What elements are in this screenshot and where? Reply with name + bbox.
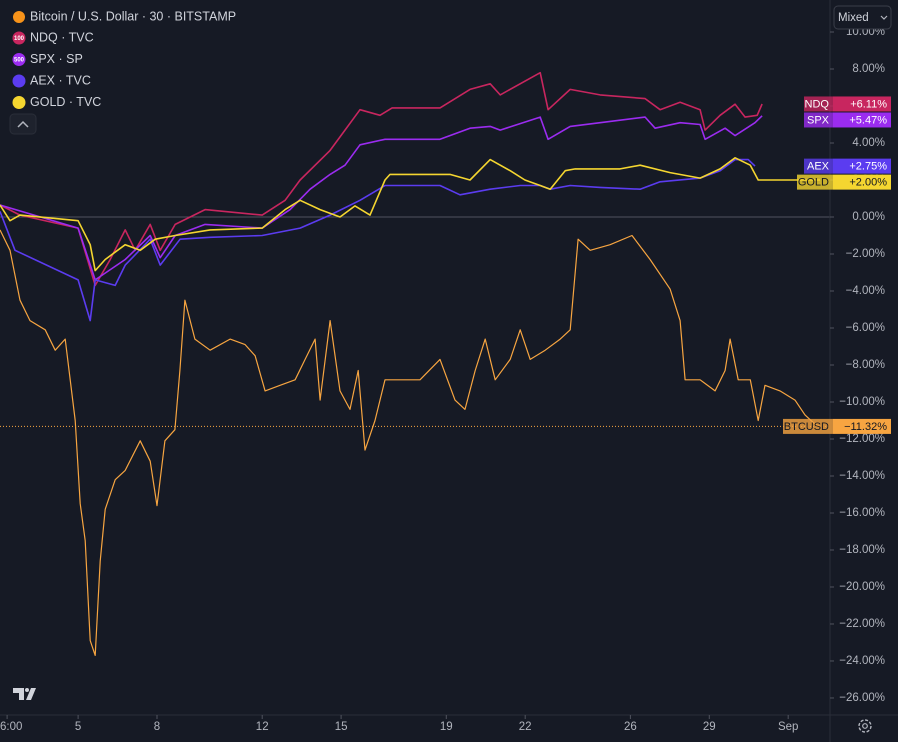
price-tag-value: +2.00% bbox=[849, 177, 887, 189]
y-tick-label: 8.00% bbox=[852, 63, 885, 75]
y-tick-label: 4.00% bbox=[852, 137, 885, 149]
series-line bbox=[0, 229, 821, 656]
price-tag-bg bbox=[833, 418, 891, 434]
y-tick-label: −10.00% bbox=[839, 396, 885, 408]
y-tick-label: −6.00% bbox=[846, 322, 885, 334]
price-tag-name: NDQ bbox=[805, 98, 830, 110]
price-tag-value: +5.47% bbox=[849, 114, 887, 126]
y-tick-label: −20.00% bbox=[839, 581, 885, 593]
price-tag-name-bg bbox=[783, 418, 833, 434]
y-tick-label: −2.00% bbox=[846, 248, 885, 260]
y-tick-label: −16.00% bbox=[839, 507, 885, 519]
price-tag-name: SPX bbox=[807, 114, 830, 126]
legend-icon bbox=[12, 31, 26, 45]
dropdown-bg[interactable] bbox=[833, 5, 892, 30]
legend-label: SPX · SP bbox=[30, 52, 83, 66]
price-tag-value: +2.75% bbox=[849, 161, 887, 173]
price-tag-bg bbox=[833, 158, 891, 174]
chevron-up bbox=[17, 120, 29, 128]
legend: Bitcoin / U.S. Dollar · 30 · BITSTAMP 10… bbox=[12, 9, 236, 109]
legend-badge: 100 bbox=[14, 36, 25, 42]
x-tick-label: 6:00 bbox=[0, 721, 22, 733]
series-line bbox=[0, 158, 756, 322]
gear-outer[interactable] bbox=[858, 719, 872, 733]
settings-button[interactable] bbox=[858, 719, 872, 733]
y-tick-label: −4.00% bbox=[846, 285, 885, 297]
price-tag-value: −11.32% bbox=[844, 421, 887, 433]
x-tick-label: 19 bbox=[440, 721, 453, 733]
price-tag-name-bg bbox=[804, 112, 833, 128]
price-tag-name: BTCUSD bbox=[784, 421, 829, 433]
logo-shape bbox=[13, 688, 36, 700]
series-line bbox=[0, 115, 763, 281]
chart-title: Bitcoin / U.S. Dollar · 30 · BITSTAMP bbox=[30, 9, 236, 23]
legend-label: GOLD · TVC bbox=[30, 95, 101, 109]
y-tick-label: −26.00% bbox=[839, 692, 885, 704]
plot-area bbox=[0, 71, 830, 656]
series-line bbox=[0, 157, 820, 272]
legend-label: NDQ · TVC bbox=[30, 30, 94, 44]
y-tick-label: −14.00% bbox=[839, 470, 885, 482]
tradingview-logo bbox=[13, 688, 36, 700]
y-tick-label: −12.00% bbox=[839, 433, 885, 445]
price-tag-name: GOLD bbox=[798, 177, 829, 189]
x-tick-label: Sep bbox=[778, 721, 798, 733]
bitcoin-icon bbox=[13, 11, 25, 23]
scale-mode-dropdown[interactable]: Mixed bbox=[833, 5, 892, 30]
gear-inner bbox=[862, 723, 868, 729]
x-tick-label: 12 bbox=[256, 721, 269, 733]
price-tag-name-bg bbox=[804, 96, 833, 112]
legend-label: AEX · TVC bbox=[30, 73, 91, 87]
x-tick-label: 5 bbox=[75, 721, 81, 733]
x-tick-label: 29 bbox=[703, 721, 716, 733]
price-tags: BTCUSD −11.32% NDQ +6.11% SPX +5.47% AEX +2.75%… bbox=[783, 96, 891, 434]
dropdown-caret bbox=[880, 15, 888, 20]
y-tick-label: −24.00% bbox=[839, 655, 885, 667]
legend-icon bbox=[12, 96, 26, 109]
price-tag-value: +6.11% bbox=[850, 98, 887, 110]
price-tag-bg bbox=[833, 112, 891, 128]
legend-icon bbox=[12, 74, 26, 88]
y-tick-label: 0.00% bbox=[852, 211, 885, 223]
scale-mode[interactable]: Mixed bbox=[838, 12, 869, 24]
y-tick-label: −18.00% bbox=[839, 544, 885, 556]
y-tick-label: −22.00% bbox=[839, 618, 885, 630]
collapse-button-bg[interactable] bbox=[9, 113, 37, 135]
price-tag-bg bbox=[833, 96, 891, 112]
x-tick-label: 26 bbox=[624, 721, 637, 733]
price-tag-name-bg bbox=[804, 158, 833, 174]
logo-dot bbox=[25, 688, 29, 692]
collapse-button[interactable] bbox=[9, 113, 37, 135]
price-tag-name-bg bbox=[797, 174, 833, 190]
y-tick-label: −8.00% bbox=[846, 359, 885, 371]
price-tag-name: AEX bbox=[807, 161, 830, 173]
legend-icon bbox=[12, 53, 26, 66]
x-tick-label: 8 bbox=[154, 721, 160, 733]
x-tick-label: 22 bbox=[519, 721, 532, 733]
legend-badge: 500 bbox=[14, 58, 25, 64]
price-tag-bg bbox=[833, 174, 891, 190]
x-tick-label: 15 bbox=[335, 721, 348, 733]
